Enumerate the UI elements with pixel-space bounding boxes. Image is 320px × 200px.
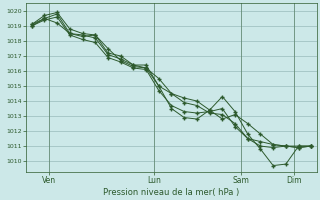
X-axis label: Pression niveau de la mer( hPa ): Pression niveau de la mer( hPa ) — [103, 188, 240, 197]
